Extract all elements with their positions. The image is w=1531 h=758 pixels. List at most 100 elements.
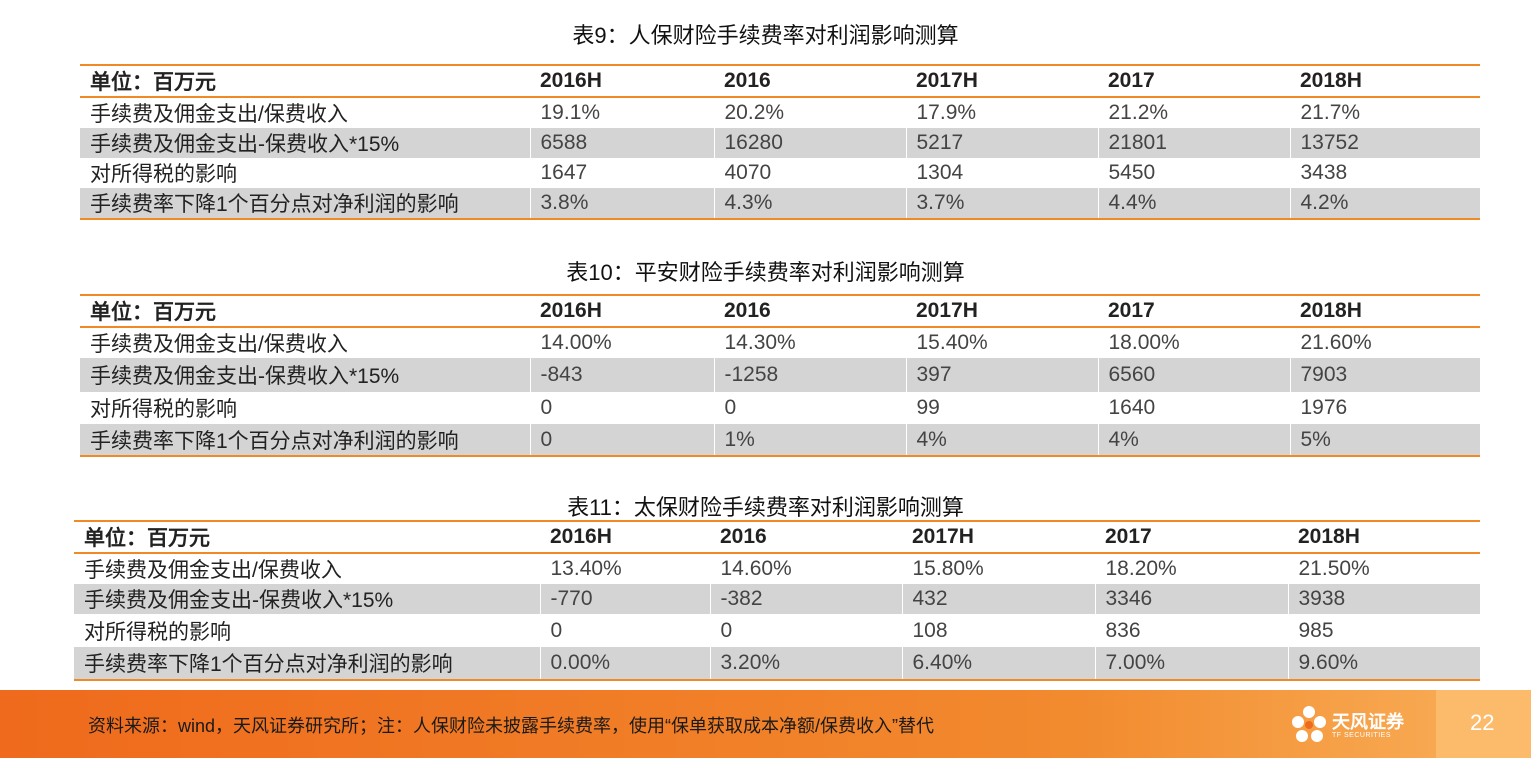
row-label: 手续费及佣金支出-保费收入*15% <box>80 128 530 158</box>
table-cell: 9.60% <box>1287 647 1480 680</box>
header-cell: 2018H <box>1288 521 1480 554</box>
table-cell: 397 <box>905 358 1098 392</box>
table-cell: 3.7% <box>905 188 1098 219</box>
table-cell: 1640 <box>1097 392 1290 424</box>
table-11-title: 表11：太保财险手续费率对利润影响测算 <box>567 495 964 520</box>
table-cell: 0 <box>529 392 714 424</box>
header-cell: 2016 <box>714 295 906 328</box>
header-cell: 2016 <box>710 521 902 554</box>
table-row: 手续费及佣金支出-保费收入*15% 6588 16280 5217 21801 … <box>80 128 1480 158</box>
row-label: 对所得税的影响 <box>84 620 231 644</box>
header-cell: 2017H <box>902 521 1095 554</box>
table-row: 对所得税的影响 0 0 108 836 985 <box>74 614 1480 647</box>
header-cell: 2018H <box>1290 65 1480 98</box>
row-label: 手续费及佣金支出/保费收入 <box>90 333 348 356</box>
table-cell: 1647 <box>529 158 714 188</box>
table-cell: 0 <box>713 392 906 424</box>
row-label: 手续费及佣金支出/保费收入 <box>84 559 342 582</box>
header-cell: 2017H <box>906 65 1098 98</box>
row-label: 手续费率下降1个百分点对净利润的影响 <box>74 647 540 680</box>
table-cell: 18.00% <box>1097 327 1290 358</box>
table-cell: 20.2% <box>713 97 906 128</box>
flower-logo-icon <box>1292 706 1326 742</box>
page-number-box <box>1436 690 1531 758</box>
table-header-row: 单位：百万元 2016H 2016 2017H 2017 2018H <box>74 521 1480 554</box>
table-cell: 3346 <box>1094 584 1288 614</box>
header-cell: 单位：百万元 <box>80 295 530 328</box>
header-cell: 2016 <box>714 65 906 98</box>
header-cell: 2017 <box>1095 521 1288 554</box>
table-row: 手续费及佣金支出/保费收入 19.1% 20.2% 17.9% 21.2% 21… <box>80 97 1480 128</box>
header-cell: 2017 <box>1098 295 1290 328</box>
table-cell: 21.2% <box>1097 97 1290 128</box>
table-cell: -770 <box>539 584 710 614</box>
table-cell: 1976 <box>1289 392 1480 424</box>
table-cell: 432 <box>901 584 1095 614</box>
header-cell: 单位：百万元 <box>80 65 530 98</box>
footer-bar: 资料来源：wind，天风证券研究所；注：人保财险未披露手续费率，使用“保单获取成… <box>0 690 1531 758</box>
company-logo: 天风证券 TF SECURITIES <box>1290 704 1420 746</box>
table-cell: 16280 <box>713 128 906 158</box>
table-cell: 14.30% <box>713 327 906 358</box>
table-cell: 3938 <box>1287 584 1480 614</box>
table-cell: 14.00% <box>529 327 714 358</box>
table-cell: 4.2% <box>1289 188 1480 219</box>
table-cell: 985 <box>1287 614 1480 647</box>
table-cell: 4% <box>1097 424 1290 456</box>
page-number: 22 <box>1470 710 1495 735</box>
table-header-row: 单位：百万元 2016H 2016 2017H 2017 2018H <box>80 65 1480 98</box>
table-cell: 3.20% <box>709 647 902 680</box>
table-cell: 21801 <box>1097 128 1290 158</box>
table-cell: 0 <box>539 614 710 647</box>
table-cell: 4070 <box>713 158 906 188</box>
table-cell: -382 <box>709 584 902 614</box>
logo-text-en: TF SECURITIES <box>1332 732 1392 739</box>
source-note: 资料来源：wind，天风证券研究所；注：人保财险未披露手续费率，使用“保单获取成… <box>88 716 935 736</box>
table-cell: 13752 <box>1289 128 1480 158</box>
table-cell: 15.80% <box>901 553 1095 584</box>
table-cell: 18.20% <box>1094 553 1288 584</box>
table-cell: 0 <box>529 424 714 456</box>
table-10-title: 表10：平安财险手续费率对利润影响测算 <box>566 260 965 285</box>
table-cell: 6560 <box>1097 358 1290 392</box>
table-cell: -1258 <box>713 358 906 392</box>
table-row: 对所得税的影响 1647 4070 1304 5450 3438 <box>80 158 1480 188</box>
table-cell: 7.00% <box>1094 647 1288 680</box>
table-cell: 836 <box>1094 614 1288 647</box>
table-row: 手续费率下降1个百分点对净利润的影响 0.00% 3.20% 6.40% 7.0… <box>74 647 1480 680</box>
table-cell: 6.40% <box>901 647 1095 680</box>
table-9: 单位：百万元 2016H 2016 2017H 2017 2018H 手续费及佣… <box>80 64 1480 220</box>
table-cell: 108 <box>901 614 1095 647</box>
table-cell: 6588 <box>529 128 714 158</box>
table-row: 手续费率下降1个百分点对净利润的影响 3.8% 4.3% 3.7% 4.4% 4… <box>80 188 1480 219</box>
header-cell: 2017 <box>1098 65 1290 98</box>
table-cell: 0.00% <box>539 647 710 680</box>
row-label: 手续费及佣金支出-保费收入*15% <box>74 584 540 614</box>
header-cell: 2018H <box>1290 295 1480 328</box>
table-cell: 5% <box>1289 424 1480 456</box>
row-label: 手续费率下降1个百分点对净利润的影响 <box>80 188 530 219</box>
table-11: 单位：百万元 2016H 2016 2017H 2017 2018H 手续费及佣… <box>74 520 1480 681</box>
table-cell: -843 <box>529 358 714 392</box>
header-cell: 2016H <box>530 295 714 328</box>
table-cell: 14.60% <box>709 553 902 584</box>
table-9-title: 表9：人保财险手续费率对利润影响测算 <box>572 23 959 48</box>
table-cell: 15.40% <box>905 327 1098 358</box>
table-cell: 3438 <box>1289 158 1480 188</box>
table-cell: 21.7% <box>1289 97 1480 128</box>
table-cell: 1% <box>713 424 906 456</box>
header-cell: 2016H <box>530 65 714 98</box>
row-label: 对所得税的影响 <box>90 163 237 186</box>
header-cell: 单位：百万元 <box>74 521 540 554</box>
row-label: 手续费及佣金支出/保费收入 <box>90 103 348 126</box>
table-row: 手续费及佣金支出/保费收入 14.00% 14.30% 15.40% 18.00… <box>80 327 1480 358</box>
table-row: 手续费及佣金支出-保费收入*15% -843 -1258 397 6560 79… <box>80 358 1480 392</box>
table-cell: 21.50% <box>1287 553 1480 584</box>
table-header-row: 单位：百万元 2016H 2016 2017H 2017 2018H <box>80 295 1480 328</box>
table-row: 手续费率下降1个百分点对净利润的影响 0 1% 4% 4% 5% <box>80 424 1480 456</box>
table-cell: 3.8% <box>529 188 714 219</box>
table-cell: 1304 <box>905 158 1098 188</box>
table-row: 手续费及佣金支出-保费收入*15% -770 -382 432 3346 393… <box>74 584 1480 614</box>
table-cell: 4.4% <box>1097 188 1290 219</box>
table-row: 手续费及佣金支出/保费收入 13.40% 14.60% 15.80% 18.20… <box>74 553 1480 584</box>
